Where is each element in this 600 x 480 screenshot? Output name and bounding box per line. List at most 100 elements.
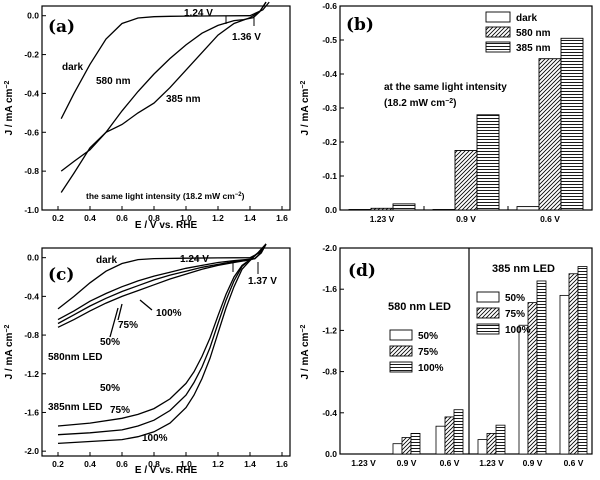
panel-b-bar (370, 207, 394, 211)
panel-c-xtick-label: 1.0 (180, 459, 192, 469)
panel-d-legend-swatch (389, 329, 413, 341)
panel-d-bar (435, 425, 446, 455)
panel-a-label-580: 580 nm (96, 76, 131, 87)
panel-d-bar (518, 324, 529, 455)
panel-d-legend-swatch (389, 345, 413, 357)
panel-c-xtick-label: 1.2 (212, 459, 224, 469)
panel-d-legend-label: 100% (418, 363, 444, 374)
panel-d-ylabel: J / mA cm−2 (300, 324, 312, 379)
panel-a-label-385: 385 nm (166, 94, 201, 105)
panel-b: (b) 0.0 -0.1 -0.2 -0.3 -0.4 -0.5 -0.6 1.23 V 0.… (300, 1, 593, 224)
panel-d-xtick-label: 0.9 V (523, 458, 543, 468)
panel-b-legend-label: 580 nm (516, 28, 551, 39)
panel-b-legend-swatch (485, 11, 511, 23)
panel-a-xlabel: E / V vs. RHE (135, 220, 198, 231)
panel-b-xtick-label: 0.6 V (540, 214, 560, 224)
panel-b-bar (432, 209, 456, 211)
panel-c-xtick-label: 0.8 (148, 459, 160, 469)
panel-a-label-dark: dark (62, 62, 84, 73)
panel-c-label-124v: 1.24 V (180, 254, 209, 265)
panel-c-label-385led: 385nm LED (48, 402, 102, 413)
panel-d-legend-label: 50% (418, 331, 438, 342)
panel-c-curve-dark (57, 243, 267, 310)
panel-a-ytick-label: 0.0 (27, 11, 39, 21)
panel-d-bar (559, 294, 570, 455)
panel-d-legend-label: 75% (505, 309, 525, 320)
panel-b-xtick-label: 1.23 V (370, 214, 395, 224)
panel-c-xtick-label: 0.4 (84, 459, 96, 469)
panel-d-legend-label: 100% (505, 325, 531, 336)
panel-c-label-100: 100% (156, 308, 182, 319)
panel-d-ytick-label: -2.0 (322, 243, 337, 253)
panel-a: (a) -1.0 -0.8 -0.6 -0.4 -0.2 0.0 0.2 0.4 0.6 0.8… (4, 1, 291, 231)
panel-b-annotation-2: (18.2 mW cm−2) (384, 98, 456, 110)
panel-b-xtick-label: 0.9 V (456, 214, 476, 224)
panel-a-ylabel: J / mA cm−2 (4, 80, 16, 135)
panel-b-ytick-label: -0.5 (322, 35, 337, 45)
panel-b-bar (560, 37, 584, 211)
panel-d-ytick-label: -1.6 (322, 284, 337, 294)
panel-c-ytick-label: 0.0 (27, 253, 39, 263)
panel-a-curve-385-nm (60, 1, 267, 193)
panel-d-bar (568, 273, 579, 455)
panel-d-bar (444, 416, 455, 455)
panel-a-xtick-label: 0.6 (116, 213, 128, 223)
panel-c-leaders-580 (109, 299, 153, 338)
panel-a-xtick-label: 1.2 (212, 213, 224, 223)
panel-c-xtick-label: 0.6 (116, 459, 128, 469)
panel-b-bar (476, 114, 500, 211)
panel-a-ytick-label: -0.2 (24, 50, 39, 60)
panel-c-curve-385nm-100- (57, 243, 267, 445)
panel-d-bar (577, 266, 588, 455)
panel-a-xtick-label: 1.4 (244, 213, 256, 223)
panel-c-label-50b: 50% (100, 383, 120, 394)
panel-b-bar (392, 203, 416, 211)
panel-d: (d) 0.0 -0.4 -0.8 -1.2 -1.6 -2.0 1.23 V 0.9 V 0… (300, 243, 593, 468)
panel-d-bar (536, 280, 547, 455)
panel-c: (c) -2.0 -1.6 -1.2 -0.8 -0.4 0.0 0.2 0.4 0.6 0.8… (4, 243, 291, 476)
panel-c-ytick-label: -1.6 (24, 407, 39, 417)
panel-a-xtick-label: 1.0 (180, 213, 192, 223)
panel-d-bar (486, 432, 497, 455)
panel-c-curve-385nm-75- (57, 243, 267, 436)
panel-a-xtick-label: 0.2 (52, 213, 64, 223)
panel-d-ytick-label: 0.0 (325, 449, 337, 459)
panel-a-xtick-label: 1.6 (276, 213, 288, 223)
panel-a-ytick-label: -0.8 (24, 166, 39, 176)
panel-d-letter: (d) (348, 261, 376, 281)
panel-b-legend-label: 385 nm (516, 43, 551, 54)
panel-a-xtick-label: 0.8 (148, 213, 160, 223)
panel-c-frame (41, 247, 291, 457)
panel-c-curve-385nm-50- (57, 243, 267, 427)
panel-c-label-75: 75% (118, 320, 138, 331)
panel-b-bar (348, 209, 372, 211)
panel-d-legend-label: 75% (418, 347, 438, 358)
panel-a-frame (41, 5, 291, 211)
panel-d-bar (410, 432, 421, 455)
panel-a-label-136v: 1.36 V (232, 32, 261, 43)
panel-d-bar (477, 439, 488, 455)
panel-d-legend-385: 50% 75% 100% (476, 291, 531, 336)
panel-b-bar (454, 150, 478, 211)
panel-a-letter: (a) (48, 17, 75, 37)
panel-d-xtick-label: 1.23 V (351, 458, 376, 468)
panel-d-title-580: 580 nm LED (388, 301, 451, 313)
panel-c-xtick-label: 1.4 (244, 459, 256, 469)
panel-c-ytick-label: -0.8 (24, 330, 39, 340)
panel-b-annotation: at the same light intensity (384, 82, 507, 93)
panel-d-bar (392, 443, 403, 455)
panel-b-legend: dark 580 nm 385 nm (485, 11, 551, 54)
panel-b-ylabel: J / mA cm−2 (300, 80, 312, 135)
panel-d-legend-580: 50% 75% 100% (389, 329, 444, 374)
panel-a-note: the same light intensity (18.2 mW cm−2) (86, 191, 245, 201)
panel-b-legend-swatch (485, 26, 511, 38)
panel-d-legend-swatch (389, 361, 413, 373)
panel-d-ytick-label: -0.8 (322, 367, 337, 377)
panel-d-xtick-label: 0.6 V (440, 458, 460, 468)
panel-b-ytick-label: -0.4 (322, 69, 337, 79)
panel-a-ytick-label: -0.4 (24, 88, 39, 98)
panel-c-ylabel: J / mA cm−2 (4, 324, 16, 379)
panel-d-xtick-label: 1.23 V (479, 458, 504, 468)
panel-a-ytick-label: -0.6 (24, 127, 39, 137)
